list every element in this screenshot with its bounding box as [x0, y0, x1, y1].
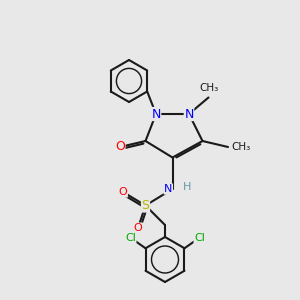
- Text: O: O: [134, 223, 142, 233]
- Text: CH₃: CH₃: [231, 142, 250, 152]
- Text: O: O: [115, 140, 125, 154]
- Text: S: S: [142, 199, 149, 212]
- Text: N: N: [184, 107, 194, 121]
- Text: N: N: [151, 107, 161, 121]
- Text: CH₃: CH₃: [199, 83, 218, 93]
- Text: Cl: Cl: [125, 233, 136, 243]
- Text: N: N: [164, 184, 172, 194]
- Text: H: H: [183, 182, 191, 193]
- Text: Cl: Cl: [194, 233, 205, 243]
- Text: O: O: [118, 187, 127, 197]
